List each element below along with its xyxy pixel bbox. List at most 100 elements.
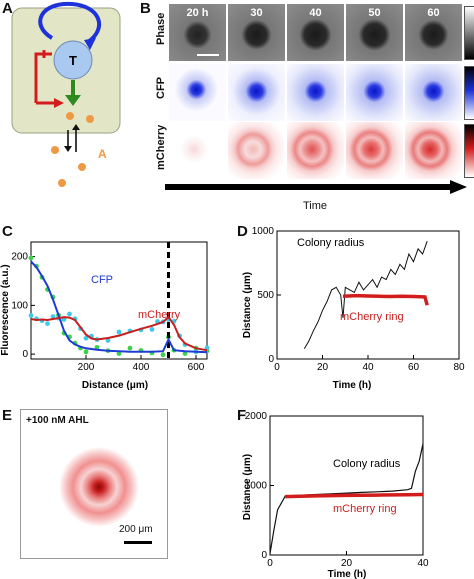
- data-point: [127, 345, 133, 351]
- data-point: [182, 351, 188, 356]
- e-scalebar: [124, 541, 152, 544]
- self-activation-arrowhead: [84, 38, 96, 50]
- f-colony-label: Colony radius: [333, 458, 401, 470]
- phase-tile-60: 60: [405, 4, 462, 61]
- cfp-tile-20h: [169, 64, 226, 121]
- y-tick-label: 200: [11, 252, 28, 263]
- cfp-colorbar: [464, 66, 474, 120]
- series-line-1: [285, 492, 424, 499]
- panel-f-letter: F: [237, 407, 247, 424]
- data-point: [28, 255, 34, 261]
- panel-d-chart: 0 20 40 60 80 0 500 1000 Distance (μm) Time (h)…: [242, 226, 465, 391]
- data-point: [116, 351, 122, 356]
- d-ring-label: mCherry ring: [340, 311, 404, 323]
- d-colony-label: Colony radius: [297, 237, 365, 249]
- production-arrowhead: [65, 95, 81, 106]
- time-axis-label: Time: [303, 200, 328, 212]
- data-point: [94, 344, 100, 350]
- y-tick-label: 0: [268, 354, 274, 365]
- mcherry-tile-30: [228, 122, 285, 179]
- d-ylabel: Distance (μm): [242, 272, 253, 338]
- mcherry-tile-40: [287, 122, 344, 179]
- panel-a-letter: A: [2, 0, 13, 17]
- panel-c-letter: C: [2, 223, 13, 240]
- panel-d-letter: D: [237, 223, 248, 240]
- data-point: [28, 313, 34, 318]
- phase-tile-30: 30: [228, 4, 285, 61]
- x-tick-label: 200: [78, 362, 95, 373]
- node-t-label: T: [69, 53, 77, 68]
- data-point: [149, 327, 155, 332]
- c-ylabel: Fluorescence (a.u.): [0, 264, 11, 355]
- panel-c-chart: 200 400 600 0 100 200 Fluorescence (a.u.) Dis…: [0, 241, 210, 391]
- d-xlabel: Time (h): [333, 380, 372, 391]
- phase-tile-50: 50: [346, 4, 403, 61]
- data-point: [83, 349, 89, 355]
- e-colony: [59, 447, 139, 527]
- x-tick-label: 400: [133, 362, 150, 373]
- data-point: [83, 335, 89, 341]
- data-point: [105, 338, 111, 343]
- row-label-phase: Phase: [155, 12, 167, 45]
- f-ylabel: Distance (μm): [242, 454, 253, 520]
- x-tick-label: 600: [188, 362, 205, 373]
- series-line-0: [30, 260, 208, 354]
- mcherry-tile-50: [346, 122, 403, 179]
- x-tick-label: 20: [341, 558, 353, 569]
- mcherry-colorbar: [464, 124, 474, 178]
- y-tick-label: 100: [11, 300, 28, 311]
- c-plot-frame: [30, 241, 208, 360]
- x-tick-label: 40: [362, 362, 374, 373]
- e-scalebar-label: 200 μm: [119, 524, 153, 535]
- node-t-circle: [53, 40, 93, 80]
- data-point: [45, 321, 50, 326]
- f-xlabel: Time (h): [328, 569, 367, 579]
- cfp-tile-40: [287, 64, 344, 121]
- c-xlabel: Distance (μm): [82, 380, 148, 391]
- phase-tile-40: 40: [287, 4, 344, 61]
- x-tick-label: 80: [453, 362, 465, 373]
- x-tick-label: 0: [267, 558, 273, 569]
- mcherry-tile-60: [405, 122, 462, 179]
- cfp-tile-30: [228, 64, 285, 121]
- repression-line: [34, 52, 52, 103]
- mcherry-tile-20h: [169, 122, 226, 179]
- x-tick-label: 20: [317, 362, 329, 373]
- data-point: [160, 352, 166, 358]
- c-cfp-label: CFP: [91, 274, 113, 286]
- series-line-1: [342, 293, 429, 306]
- signal-a-label: A: [98, 147, 107, 161]
- cfp-tile-60: [405, 64, 462, 121]
- panel-f-chart: 0 20 40 0 1000 2000 Distance (μm) Time (h) Co…: [242, 411, 429, 579]
- series-line-1: [30, 315, 208, 352]
- x-tick-label: 0: [274, 362, 280, 373]
- y-tick-label: 1000: [252, 226, 275, 237]
- phase-colorbar: [464, 6, 474, 60]
- y-tick-label: 1000: [245, 481, 268, 492]
- panel-e-image: +100 nM AHL 200 μm: [20, 409, 168, 559]
- self-activation-arrow: [38, 1, 101, 44]
- panel-e-letter: E: [2, 407, 13, 424]
- x-tick-label: 60: [408, 362, 420, 373]
- data-point: [116, 329, 122, 335]
- f-plot-frame: [269, 415, 424, 556]
- repression-arrowhead: [54, 98, 64, 108]
- f-ring-label: mCherry ring: [333, 503, 397, 515]
- c-mcherry-label: mCherry: [138, 309, 181, 321]
- y-tick-label: 0: [261, 550, 267, 561]
- row-label-mcherry: mCherry: [155, 124, 167, 170]
- series-line-0: [303, 241, 428, 350]
- data-point: [67, 311, 72, 317]
- time-arrow: [165, 180, 467, 194]
- y-tick-label: 2000: [245, 411, 268, 422]
- scalebar-b: [197, 54, 219, 56]
- y-tick-label: 500: [257, 290, 274, 301]
- cfp-tile-50: [346, 64, 403, 121]
- panel-a-diagram: T A: [11, 1, 121, 187]
- row-label-cfp: CFP: [155, 77, 167, 99]
- e-condition-label: +100 nM AHL: [26, 415, 89, 426]
- phase-tile-20h: 20 h: [169, 4, 226, 61]
- y-tick-label: 0: [22, 349, 28, 360]
- series-line-0: [269, 443, 424, 554]
- x-tick-label: 40: [417, 558, 429, 569]
